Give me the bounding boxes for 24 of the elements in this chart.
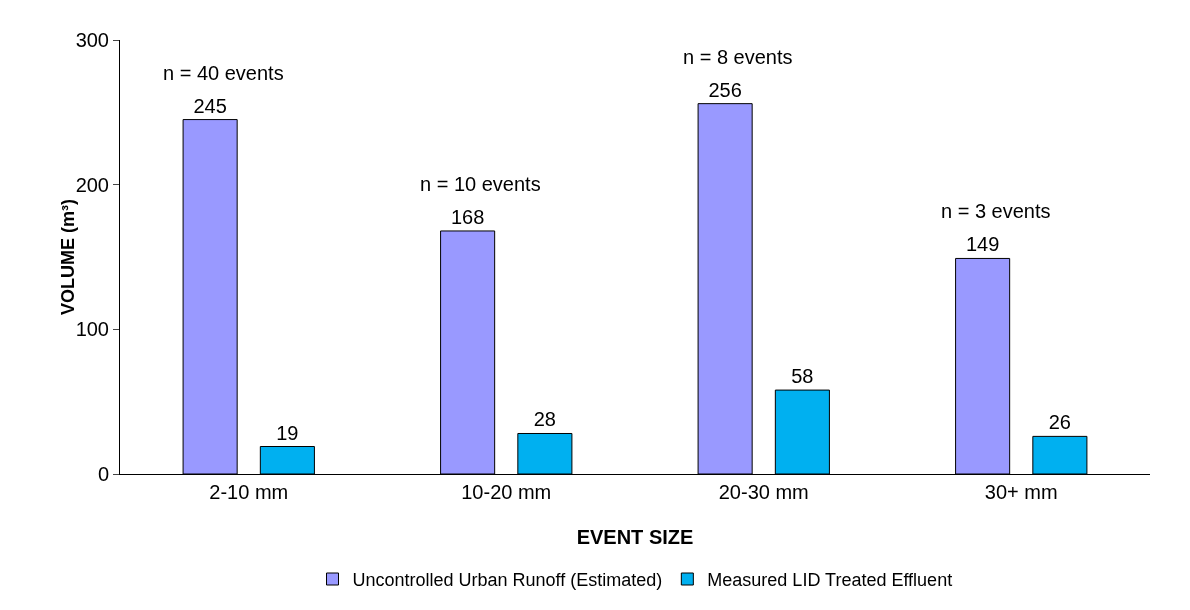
annotation: n = 10 events — [420, 173, 541, 195]
x-axis-title: EVENT SIZE — [576, 526, 694, 548]
y-tick-label: 300 — [75, 29, 109, 51]
data-label: 26 — [1048, 411, 1071, 434]
data-label: 245 — [193, 94, 227, 117]
x-tick-label: 30+ mm — [984, 481, 1058, 503]
legend-label: Measured LID Treated Effluent — [707, 570, 953, 591]
data-label: 149 — [965, 233, 1000, 256]
data-label: 19 — [276, 421, 299, 444]
data-label: 256 — [708, 78, 742, 101]
legend-label: Uncontrolled Urban Runoff (Estimated) — [352, 570, 663, 591]
y-axis-title: VOLUME (m³) — [58, 199, 78, 315]
y-tick-label: 200 — [75, 173, 109, 196]
y-tick-label: 100 — [75, 318, 109, 341]
x-tick-label: 10-20 mm — [461, 481, 552, 503]
data-label: 28 — [533, 408, 556, 431]
annotation: n = 8 events — [683, 46, 793, 68]
y-tick-label: 0 — [97, 463, 109, 485]
data-label: 58 — [791, 365, 814, 388]
annotation: n = 40 events — [163, 62, 284, 84]
x-tick-label: 20-30 mm — [718, 481, 809, 503]
data-label: 168 — [450, 205, 485, 228]
x-tick-label: 2-10 mm — [209, 481, 289, 503]
annotation: n = 3 events — [941, 200, 1051, 222]
